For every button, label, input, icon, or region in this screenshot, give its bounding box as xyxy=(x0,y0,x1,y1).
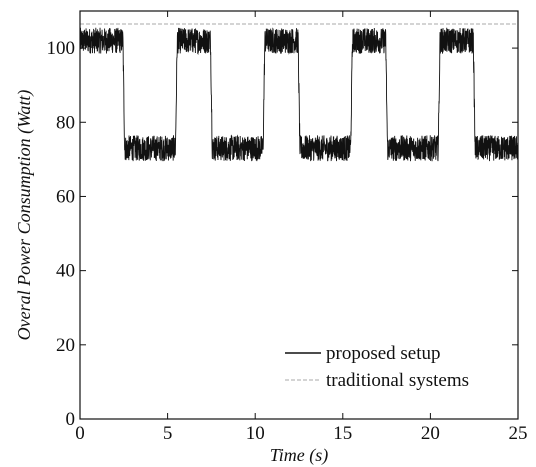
legend-label-traditional-systems: traditional systems xyxy=(326,370,469,391)
axis-ticks xyxy=(79,11,519,420)
y-axis-title: Overal Power Consumption (Watt) xyxy=(14,90,35,341)
plot-marks xyxy=(79,23,519,162)
x-tick-label: 0 xyxy=(75,423,85,444)
x-tick-label: 5 xyxy=(163,423,173,444)
y-tick-label: 40 xyxy=(56,261,75,282)
axis-tick-labels: 0 5 10 15 20 25 0 20 40 60 80 100 xyxy=(47,38,528,444)
plot-area-frame xyxy=(79,10,519,420)
series-line-proposed-setup xyxy=(79,27,519,162)
legend: proposed setup traditional systems xyxy=(285,343,469,391)
legend-label-proposed-setup: proposed setup xyxy=(326,343,441,364)
y-tick-label: 100 xyxy=(47,38,76,59)
y-tick-label: 0 xyxy=(66,409,76,430)
y-tick-label: 80 xyxy=(56,112,75,133)
x-axis-title: Time (s) xyxy=(270,445,329,466)
x-tick-label: 15 xyxy=(333,423,352,444)
y-tick-label: 20 xyxy=(56,335,75,356)
x-tick-label: 25 xyxy=(509,423,528,444)
x-tick-label: 20 xyxy=(421,423,440,444)
y-tick-label: 60 xyxy=(56,186,75,207)
x-tick-label: 10 xyxy=(246,423,265,444)
